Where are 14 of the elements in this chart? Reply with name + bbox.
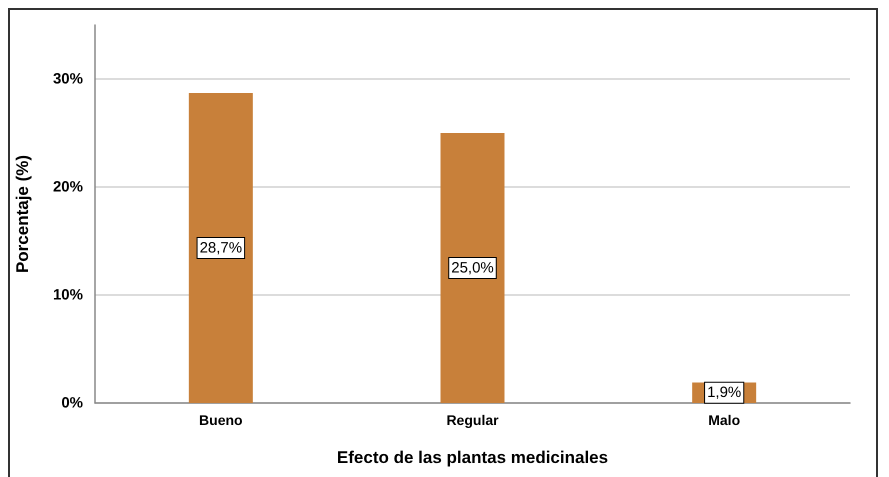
y-tick-label: 0% [61, 394, 83, 412]
data-label: 28,7% [200, 240, 242, 257]
y-axis-title: Porcentaje (%) [13, 154, 32, 274]
bar [440, 133, 504, 403]
data-label: 1,9% [707, 384, 742, 402]
y-tick-label: 30% [52, 70, 83, 88]
x-tick-label: Bueno [199, 412, 243, 428]
data-label: 25,0% [451, 260, 494, 276]
x-tick-label: Malo [708, 412, 740, 428]
y-tick-label: 10% [52, 286, 83, 304]
x-axis-title: Efecto de las plantas medicinales [336, 448, 608, 467]
bar [188, 93, 253, 403]
y-tick-label: 20% [52, 178, 83, 196]
x-tick-label: Regular [446, 412, 500, 428]
